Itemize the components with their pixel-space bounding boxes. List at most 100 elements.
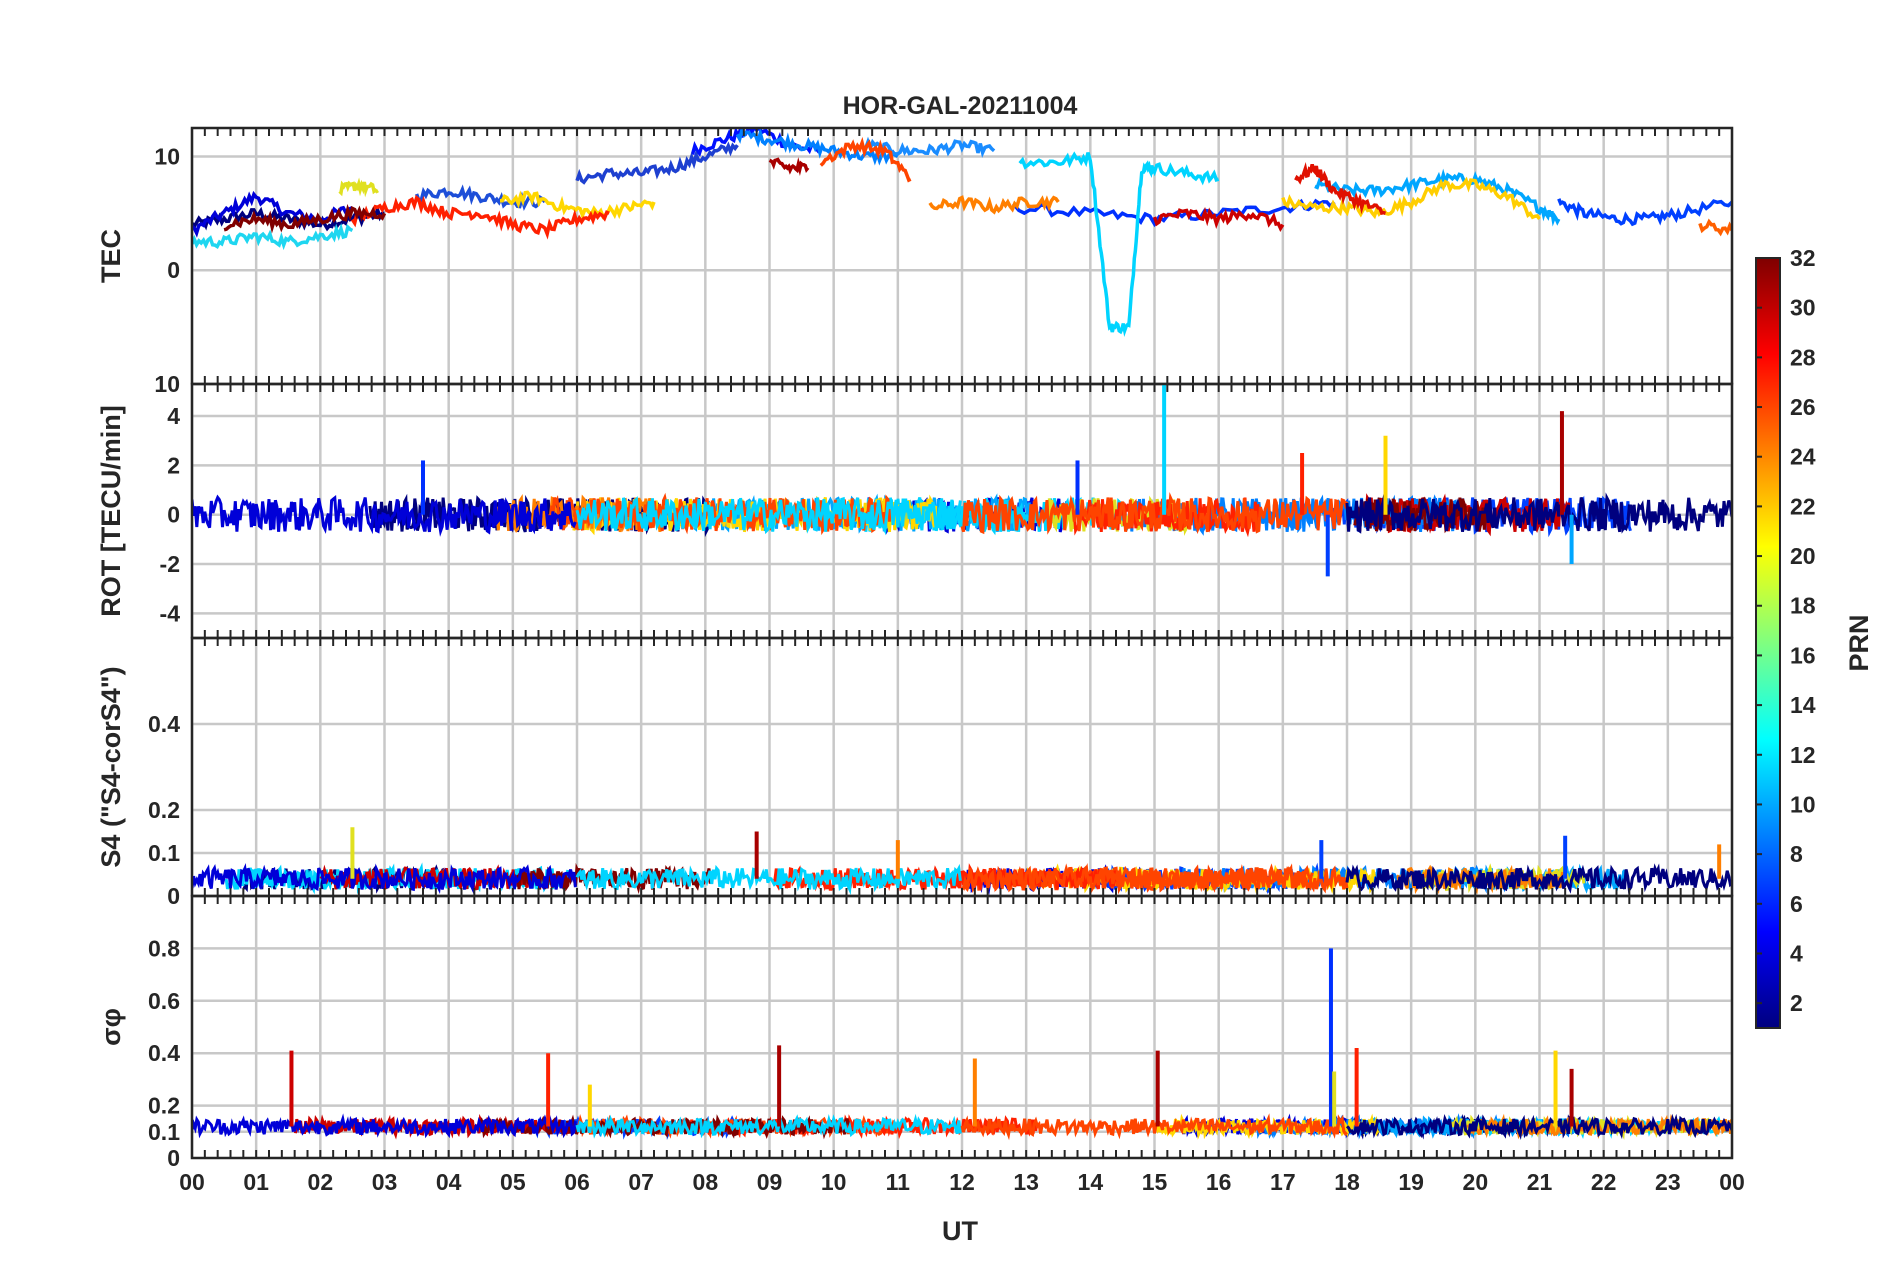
x-tick-label: 04: [436, 1169, 462, 1195]
y-axis-label: ROT [TECU/min]: [96, 405, 126, 616]
series-line-prn-13: [192, 222, 354, 251]
series-line-prn-22: [1281, 176, 1541, 221]
panel-data: [192, 128, 1732, 337]
band-trace: [960, 492, 1349, 535]
x-tick-label: 16: [1206, 1169, 1232, 1195]
x-tick-label: 12: [949, 1169, 975, 1195]
series-line-prn-3: [192, 190, 354, 238]
colorbar-tick-label: 18: [1790, 593, 1816, 619]
series-line-prn-30: [1152, 206, 1285, 232]
colorbar-gradient: [1755, 257, 1781, 1029]
colorbar-tick-label: 10: [1790, 791, 1816, 817]
band-trace: [960, 1113, 1348, 1141]
panel-data: [192, 827, 1732, 896]
x-tick-label: 06: [564, 1169, 590, 1195]
x-tick-label: 10: [821, 1169, 847, 1195]
panel-3: 0.4 0.2 0.1 0 S4 ("S4-corS4"): [96, 636, 1734, 909]
band-trace: [192, 862, 577, 895]
colorbar-tick-label: 32: [1790, 245, 1816, 271]
panel-4: 0.8 0.6 0.4 0.20.10 σφ: [96, 894, 1734, 1171]
series-line-prn-10: [864, 136, 996, 160]
series-line-prn-31: [768, 157, 810, 177]
series-line-prn-25: [1698, 218, 1732, 237]
colorbar-tick-label: 4: [1790, 940, 1803, 966]
y-tick-label: -4: [160, 600, 181, 626]
band-trace: [575, 1113, 962, 1139]
series-line-prn-32: [223, 203, 387, 234]
colorbar-tick-label: 22: [1790, 493, 1816, 519]
y-tick-label: 0: [167, 1145, 180, 1171]
series-line-prn-12: [1018, 151, 1220, 337]
y-tick-label: 0.2: [148, 1093, 180, 1119]
y-tick-label: 0.8: [148, 935, 180, 961]
y-tick-label: 0.4: [148, 1040, 180, 1066]
colorbar-tick-label: 28: [1790, 344, 1816, 370]
series-line-prn-29: [1294, 161, 1387, 215]
x-tick-label: 01: [243, 1169, 269, 1195]
x-tick-label: 11: [886, 1169, 911, 1195]
x-tick-label: 19: [1398, 1169, 1424, 1195]
band-trace: [575, 863, 962, 896]
series-line-prn-1: [192, 204, 385, 232]
x-tick-label: 14: [1078, 1169, 1104, 1195]
x-tick-label: 21: [1527, 1169, 1553, 1195]
band-trace: [192, 1113, 577, 1139]
y-tick-label: 2: [167, 452, 180, 478]
band-trace: [192, 494, 577, 537]
colorbar-label: PRN: [1844, 614, 1874, 671]
band-trace: [1345, 863, 1732, 894]
x-tick-label: 22: [1591, 1169, 1617, 1195]
x-tick-label: 15: [1142, 1169, 1168, 1195]
colorbar-tick-label: 30: [1790, 295, 1816, 321]
series-line-prn-21: [500, 190, 656, 221]
colorbar-tick-label: 8: [1790, 841, 1803, 867]
colorbar-tick-label: 2: [1790, 990, 1803, 1016]
x-tick-label: 05: [500, 1169, 526, 1195]
y-tick-label: 0: [167, 502, 180, 528]
y-tick-label: 0.6: [148, 988, 180, 1014]
x-tick-label: 18: [1334, 1169, 1360, 1195]
y-axis-label: σφ: [96, 1008, 126, 1046]
x-tick-label: 02: [308, 1169, 334, 1195]
series-line-prn-8: [575, 141, 739, 185]
colorbar-tick-label: 6: [1790, 891, 1803, 917]
x-tick-label: 20: [1463, 1169, 1489, 1195]
y-tick-label: 0: [167, 257, 180, 283]
y-axis-label: TEC: [96, 229, 126, 283]
colorbar-tick-label: 26: [1790, 394, 1816, 420]
series-line-prn-19: [338, 177, 379, 198]
series-line-prn-28: [350, 194, 610, 240]
x-tick-label: 03: [372, 1169, 398, 1195]
y-tick-label: 0.2: [148, 797, 180, 823]
panel-data: [192, 384, 1732, 577]
x-tick-label: 13: [1013, 1169, 1039, 1195]
x-tick-label: 07: [628, 1169, 654, 1195]
colorbar-tick-label: 14: [1790, 692, 1816, 718]
series-line-prn-24: [928, 195, 1060, 215]
y-axis-label: S4 ("S4-corS4"): [96, 666, 126, 867]
series-line-prn-26: [819, 136, 912, 183]
series-line-prn-9: [735, 128, 899, 166]
y-tick-label: 0.4: [148, 711, 180, 737]
x-tick-label: 08: [693, 1169, 719, 1195]
series-line-prn-6: [1557, 198, 1732, 227]
panel-1: 10 0 10 TEC: [96, 126, 1734, 397]
colorbar-tick-label: 24: [1790, 444, 1816, 470]
y-tick-label: 0.1: [148, 840, 180, 866]
y-tick-label: 10: [154, 371, 180, 397]
y-tick-label: 10: [154, 143, 180, 169]
x-tick-label: 00: [1719, 1169, 1745, 1195]
band-trace: [961, 863, 1349, 895]
x-tick-label: 23: [1655, 1169, 1681, 1195]
y-tick-label: -2: [160, 551, 180, 577]
x-tick-label: 09: [757, 1169, 783, 1195]
series-line-prn-11: [1314, 168, 1561, 227]
y-tick-label: 0.1: [148, 1119, 180, 1145]
colorbar-tick-label: 16: [1790, 642, 1816, 668]
colorbar-tick-label: 12: [1790, 742, 1816, 768]
band-trace: [575, 496, 962, 536]
band-trace: [1345, 492, 1732, 534]
